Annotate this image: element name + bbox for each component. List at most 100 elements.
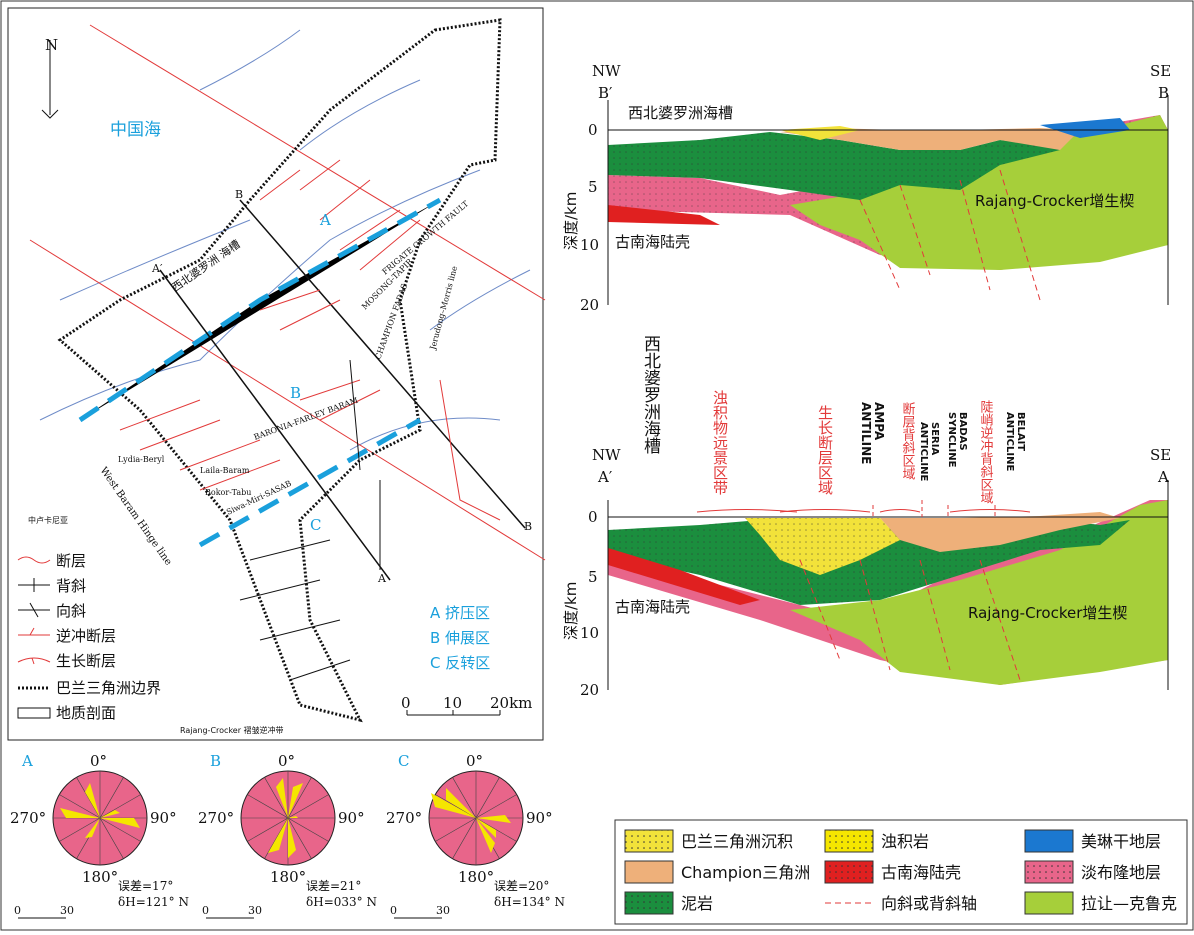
zone-label: AMPA [872,402,886,441]
legend-item: 向斜 [56,602,86,620]
zone: C [310,516,321,534]
zone: A [319,211,331,229]
depth-tick: 0 [588,121,598,139]
rose-label: C [398,752,409,770]
north: N [45,36,58,54]
trough-label: 西北婆罗洲海槽 [640,335,661,454]
wedge-label: Rajang-Crocker增生楔 [975,192,1134,210]
zone-label: 断层背斜区域 [900,402,916,480]
legend-swatch-dots [825,861,873,883]
legend-swatch-dots [1025,861,1073,883]
rose-angle: 90° [150,809,177,827]
rose-angle: 0° [90,752,107,770]
rose-angle: 0° [278,752,295,770]
depth-tick: 5 [588,568,598,586]
rose-angle: 180° [458,868,494,886]
direction: SE [1150,446,1171,464]
place: Laila-Baram [200,466,250,475]
rose-angle: 90° [526,809,553,827]
legend-item: 泥岩 [681,894,713,913]
legend-swatch [625,861,673,883]
legend-swatch-dots [625,892,673,914]
legend-item: 淡布隆地层 [1081,863,1161,882]
rose-scale-label: 0 [202,904,209,917]
rose-scale-label: 30 [60,904,74,917]
legend-item: 地质剖面 [56,704,116,722]
figure: N 中国海 A B C B A′ B A 西北婆罗洲 海槽 FRIGATE GR… [0,0,1194,931]
section-end: A′ [597,468,613,486]
rose-error: 误差=21° [306,879,361,893]
rose-angle: 0° [466,752,483,770]
legend-item: 背斜 [56,577,86,595]
zone-legend: C 反转区 [430,654,490,672]
scale-label: 10 [443,694,462,712]
rose-scale-label: 0 [14,904,21,917]
rose-angle: 270° [10,809,46,827]
section-end: B [235,188,243,201]
rose-direction: δH=033° N [306,895,377,909]
place: Rajang-Crocker 褶皱逆冲带 [180,725,284,735]
legend-swatch-dots [825,830,873,852]
crust-label: 古南海陆壳 [615,598,690,616]
legend-item: 古南海陆壳 [881,863,961,882]
trough-label: 西北婆罗洲海槽 [628,104,733,122]
sea-label: 中国海 [110,120,161,140]
rose-label: A [21,752,33,770]
zone-label: ANTILINE [859,402,873,464]
depth-tick: 10 [580,624,599,642]
section-end: A′ [151,262,163,275]
legend-item: Champion三角洲 [681,863,810,882]
map: N 中国海 A B C B A′ B A 西北婆罗洲 海槽 FRIGATE GR… [8,8,545,740]
zone-label: BADAS [957,412,968,451]
zone-label: 生长断层区域 [816,405,834,495]
zone: B [290,384,301,402]
legend-swatch [1025,892,1073,914]
legend-item: 拉让—克鲁克 [1081,894,1177,913]
crust-label: 古南海陆壳 [615,233,690,251]
section-end: B′ [598,84,613,102]
zone-label: 浊积物远景区带 [711,390,729,495]
rose-direction: δH=134° N [494,895,565,909]
zone-label: ANTICLINE [1004,412,1015,471]
place: 中卢卡尼亚 [28,515,68,525]
rose-label: B [210,752,221,770]
zone-label: BELAIT [1015,412,1026,451]
rose-error: 误差=17° [118,879,173,893]
zone-legend: B 伸展区 [430,629,490,647]
depth-label: 深度/km [562,582,580,640]
place: Bokor-Tabu [205,488,251,497]
direction: NW [592,446,621,464]
depth-tick: 20 [580,296,599,314]
scale-label: 0 [401,694,411,712]
depth-tick: 0 [588,508,598,526]
zone-label: 陡峭逆冲背斜区域 [978,400,994,504]
legend-item: 断层 [56,552,86,570]
section-end: B [1158,84,1169,102]
zone-label: SYNCLINE [946,412,957,468]
rose-scale-label: 0 [390,904,397,917]
zone-label: SERIA [929,422,940,455]
rose-angle: 270° [198,809,234,827]
legend-item: 美琳干地层 [1081,832,1161,851]
depth-tick: 5 [588,178,598,196]
legend-item: 生长断层 [56,652,116,670]
section-end: A [377,572,387,585]
depth-label: 深度/km [562,192,580,250]
legend-item: 向斜或背斜轴 [881,894,977,913]
legend-swatch-dots [625,830,673,852]
place: Lydia-Beryl [118,455,165,464]
depth-tick: 10 [580,236,599,254]
zone-legend: A 挤压区 [430,604,490,622]
depth-tick: 20 [580,681,599,699]
legend: 巴兰三角洲沉积浊积岩美琳干地层Champion三角洲古南海陆壳淡布隆地层泥岩向斜… [615,820,1187,924]
section-end: A [1157,468,1169,486]
legend-item: 巴兰三角洲边界 [56,679,161,697]
rose-error: 误差=20° [494,879,549,893]
zone-label: ANTICLINE [918,422,929,481]
direction: SE [1150,62,1171,80]
wedge-label: Rajang-Crocker增生楔 [968,604,1127,622]
legend-item: 巴兰三角洲沉积 [681,832,793,851]
rose-angle: 90° [338,809,365,827]
rose-scale-label: 30 [436,904,450,917]
section-bottom: NW A′ SE A 西北婆罗洲海槽 浊积物远景区带 生长断层区域 AMPA A… [562,335,1171,699]
